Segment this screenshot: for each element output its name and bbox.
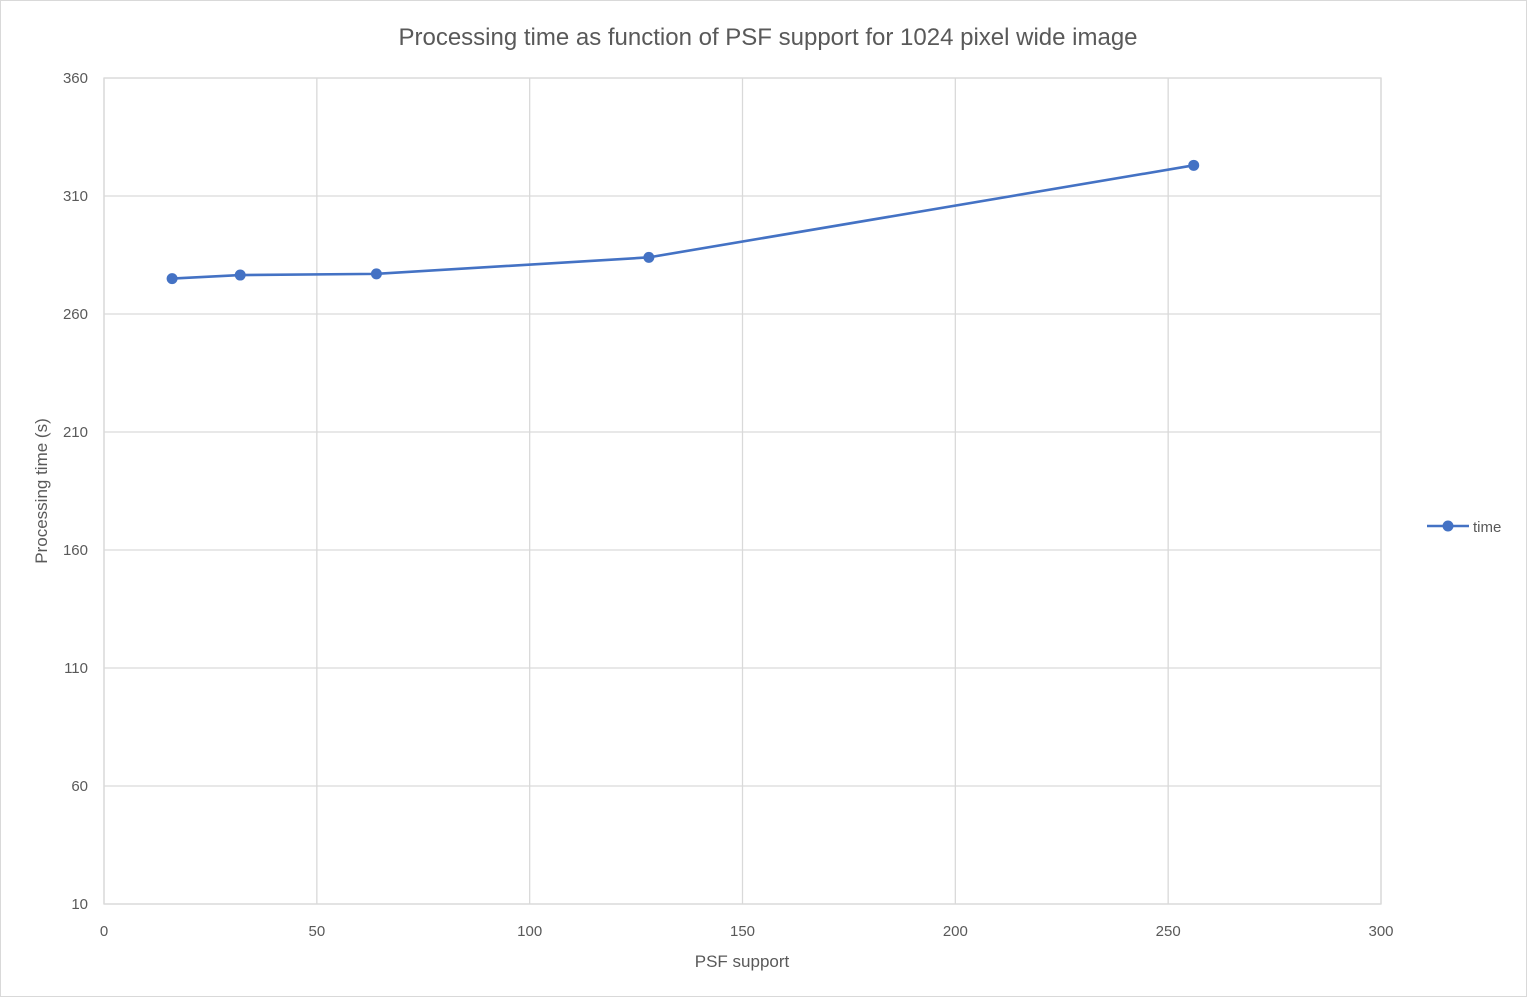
series-line-time	[172, 164, 1194, 280]
grid-lines	[103, 77, 1382, 905]
y-tick-label: 160	[63, 542, 88, 559]
x-axis-label: PSF support	[695, 952, 790, 971]
y-axis-label: Processing time (s)	[32, 418, 51, 563]
x-tick-label: 200	[943, 923, 968, 940]
x-tick-label: 250	[1156, 923, 1181, 940]
data-point-time[interactable]	[166, 273, 178, 285]
y-axis-tick-labels: 10 60 110 160 210 260 310 360	[63, 70, 88, 913]
series-layer	[166, 159, 1200, 285]
x-tick-label: 0	[100, 923, 108, 940]
x-tick-label: 100	[517, 923, 542, 940]
y-tick-label: 210	[63, 424, 88, 441]
y-tick-label: 260	[63, 306, 88, 323]
chart-title: Processing time as function of PSF suppo…	[398, 24, 1137, 51]
data-point-time[interactable]	[370, 268, 382, 280]
x-tick-label: 300	[1368, 923, 1393, 940]
y-tick-label: 10	[71, 896, 88, 913]
legend-label-time: time	[1473, 519, 1501, 536]
y-tick-label: 110	[64, 660, 88, 677]
plot-area-border	[103, 77, 1382, 905]
x-tick-label: 50	[308, 923, 325, 940]
y-tick-label: 310	[63, 188, 88, 205]
data-point-time[interactable]	[234, 269, 246, 281]
x-axis-tick-labels: 0 50 100 150 200 250 300	[100, 923, 1394, 940]
legend-marker-time	[1442, 520, 1454, 532]
y-tick-label: 60	[71, 778, 88, 795]
data-point-time[interactable]	[1188, 159, 1200, 171]
y-tick-label: 360	[63, 70, 88, 87]
legend[interactable]: time	[1427, 519, 1501, 536]
data-point-time[interactable]	[643, 251, 655, 263]
x-tick-label: 150	[730, 923, 755, 940]
